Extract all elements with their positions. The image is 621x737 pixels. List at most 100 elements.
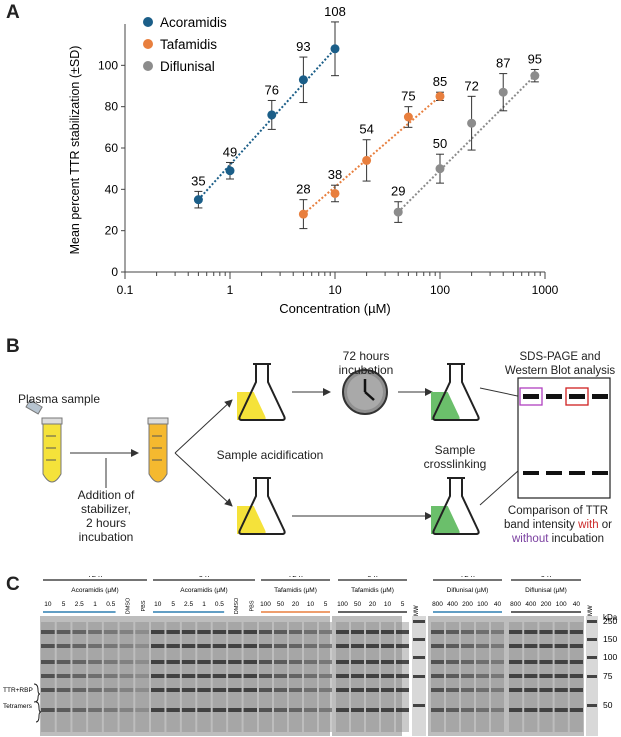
y-tick-label: 100 bbox=[98, 58, 118, 72]
comparison-caption: Comparison of TTR band intensity with or… bbox=[503, 505, 613, 545]
group-time-label: 0 h bbox=[541, 576, 551, 579]
gel-band bbox=[41, 674, 55, 678]
plasma-sample-label: Plasma sample bbox=[17, 392, 101, 406]
mw-band bbox=[413, 638, 425, 641]
data-point-diflunisal bbox=[530, 71, 540, 81]
data-label: 28 bbox=[296, 182, 310, 197]
gel-band bbox=[446, 674, 459, 678]
gel-band bbox=[351, 644, 364, 648]
mw-lane-label: MW bbox=[414, 605, 420, 616]
kda-label: kDa bbox=[603, 613, 618, 622]
gel-band bbox=[319, 630, 332, 634]
legend-marker-diflunisal bbox=[143, 61, 153, 71]
gel-band bbox=[151, 688, 165, 692]
gel-band bbox=[461, 660, 474, 664]
gel-band bbox=[304, 660, 317, 664]
y-tick-label: 80 bbox=[105, 100, 119, 114]
gel-band bbox=[524, 630, 538, 634]
lane-concentration-label: 100 bbox=[556, 601, 567, 608]
gel-band bbox=[197, 630, 211, 634]
gel-band bbox=[56, 630, 71, 634]
gel-band bbox=[181, 708, 196, 712]
mw-band bbox=[587, 620, 597, 623]
y-tick-label: 0 bbox=[111, 265, 118, 279]
gel-band bbox=[491, 660, 504, 664]
gel-band bbox=[539, 660, 553, 664]
data-point-tafamidis bbox=[330, 188, 340, 198]
gel-band bbox=[274, 708, 287, 712]
gel-band bbox=[135, 644, 149, 648]
gel-band bbox=[554, 688, 568, 692]
data-label: 85 bbox=[433, 74, 447, 89]
gel-band bbox=[336, 660, 349, 664]
gel-band bbox=[461, 644, 474, 648]
group-time-label: 72 h bbox=[460, 576, 475, 579]
panel-b-workflow bbox=[25, 363, 611, 535]
data-label: 54 bbox=[359, 122, 373, 137]
data-point-diflunisal bbox=[435, 164, 445, 174]
group-time-label: 72 h bbox=[88, 576, 103, 579]
x-tick-label: 1000 bbox=[532, 283, 559, 297]
group-drug-label: Diflunisal (µM) bbox=[525, 587, 567, 594]
gel-band bbox=[366, 708, 379, 712]
gel-band bbox=[569, 660, 583, 664]
gel-band bbox=[181, 644, 196, 648]
gel-band bbox=[431, 660, 444, 664]
gel-band bbox=[569, 630, 583, 634]
gel-band bbox=[166, 660, 180, 664]
gel-band bbox=[431, 688, 444, 692]
lane-concentration-label: 100 bbox=[337, 601, 348, 608]
flask-acidified-top bbox=[237, 363, 286, 421]
gel-band bbox=[304, 674, 317, 678]
mw-band bbox=[413, 675, 425, 678]
mw-marker-label: 75 bbox=[603, 671, 613, 681]
panel-b-letter: B bbox=[6, 336, 20, 357]
gel-band bbox=[351, 688, 364, 692]
legend-label-diflunisal: Diflunisal bbox=[160, 59, 215, 74]
gel-band bbox=[166, 708, 180, 712]
gel-band bbox=[56, 688, 71, 692]
gel-band bbox=[381, 708, 394, 712]
gel-band bbox=[41, 644, 55, 648]
group-time-label: 72 h bbox=[288, 576, 303, 579]
gel-band bbox=[524, 708, 538, 712]
lane-control-label: DMSO bbox=[234, 597, 240, 614]
data-point-diflunisal bbox=[393, 207, 403, 217]
lane-concentration-label: 200 bbox=[541, 601, 552, 608]
gel-band bbox=[181, 688, 196, 692]
gel-band bbox=[491, 630, 504, 634]
lane-concentration-label: 100 bbox=[477, 601, 488, 608]
flask-crosslinked-top bbox=[431, 363, 480, 421]
mw-band bbox=[587, 656, 597, 659]
legend-label-tafamidis: Tafamidis bbox=[160, 37, 217, 52]
gel-band bbox=[381, 660, 394, 664]
gel-band bbox=[381, 630, 394, 634]
lane-concentration-label: 800 bbox=[432, 601, 443, 608]
gel-band bbox=[274, 660, 287, 664]
tetramers-label: Tetramers bbox=[3, 703, 33, 710]
flask-crosslinked-bottom bbox=[431, 477, 480, 535]
lane-concentration-label: 400 bbox=[447, 601, 458, 608]
lane-control-label: PBS bbox=[249, 600, 255, 611]
lane-concentration-label: 5 bbox=[171, 601, 175, 608]
gel-band bbox=[274, 688, 287, 692]
gel-band bbox=[135, 674, 149, 678]
gel-band bbox=[243, 708, 257, 712]
data-label: 95 bbox=[528, 51, 542, 66]
data-label: 87 bbox=[496, 56, 510, 71]
lane-concentration-label: 20 bbox=[369, 601, 377, 608]
band-bracket bbox=[33, 683, 41, 703]
gel-band bbox=[289, 644, 302, 648]
x-axis-label: Concentration (µM) bbox=[279, 301, 391, 316]
gel-band bbox=[381, 644, 394, 648]
gel-band bbox=[539, 708, 553, 712]
y-tick-label: 40 bbox=[105, 182, 119, 196]
gel-band bbox=[103, 630, 118, 634]
lane-concentration-label: 800 bbox=[510, 601, 521, 608]
group-time-label: 0 h bbox=[199, 576, 209, 579]
gel-band bbox=[259, 688, 272, 692]
gel-band bbox=[181, 674, 196, 678]
data-label: 38 bbox=[328, 167, 342, 182]
gel-band bbox=[72, 630, 87, 634]
gel-band bbox=[228, 644, 242, 648]
